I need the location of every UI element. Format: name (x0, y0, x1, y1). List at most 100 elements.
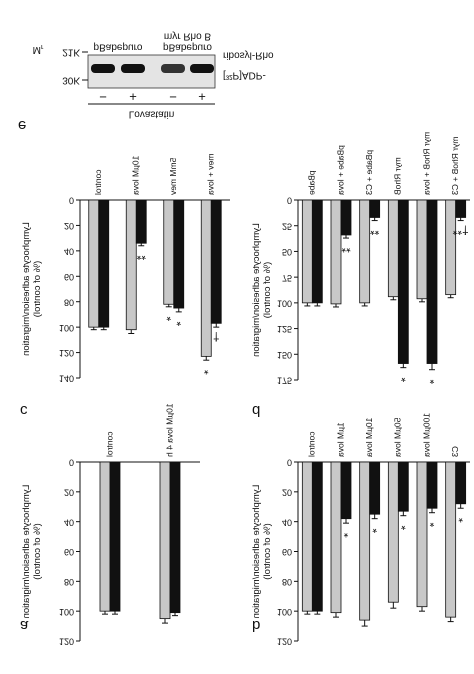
significance-mark: ** (370, 223, 380, 237)
panel-letter: c (20, 402, 28, 419)
x-tick-label: myr RhoB + lova (421, 132, 431, 195)
bar (169, 461, 181, 614)
y-tick-label: 140 (59, 374, 74, 384)
bar (416, 461, 428, 608)
lane-treatment: + (129, 90, 137, 105)
significance-mark: ** (341, 241, 351, 255)
x-tick-label: pBabe + lova (335, 145, 345, 195)
significance-mark: * (401, 519, 406, 533)
y-tick-label: 20 (64, 487, 74, 497)
mr-symbol: M (33, 44, 41, 55)
y-tick-label: 60 (282, 547, 292, 557)
panel-letter: d (252, 402, 260, 419)
panel-letter: b (252, 617, 260, 634)
y-tick-label: 120 (277, 637, 292, 647)
x-tick-label: 10µM lova (131, 156, 141, 196)
band (161, 64, 185, 73)
y-tick-label: 150 (277, 350, 292, 360)
bar (387, 461, 399, 603)
y-tick-label: 60 (64, 547, 74, 557)
lane-group-label: pBabepuro (163, 41, 212, 52)
panel-letter: e (18, 117, 26, 134)
y-axis-label: Lymphocyte adhesion/migration (21, 485, 32, 619)
x-tick-label: 10µM lova 4 h (164, 403, 174, 457)
bar (163, 199, 175, 305)
lane-group-label: myr Rho B (164, 30, 212, 41)
y-tick-label: 100 (277, 607, 292, 617)
x-tick-label: 50µM lova (393, 418, 403, 458)
bar (173, 199, 185, 309)
bar (311, 199, 323, 304)
y-tick-label: 80 (64, 297, 74, 307)
band (190, 64, 214, 73)
y-tick-label: 100 (277, 298, 292, 308)
y-tick-label: 0 (69, 458, 74, 468)
y-tick-label: 60 (64, 272, 74, 282)
significance-mark: * (458, 511, 463, 525)
y-tick-label: 20 (282, 487, 292, 497)
bar (311, 461, 323, 612)
y-tick-label: 175 (277, 376, 292, 386)
bar (369, 461, 381, 515)
y-tick-label: 120 (59, 637, 74, 647)
bar (340, 461, 352, 520)
y-axis-label: (% of control) (32, 261, 43, 318)
y-tick-label: 25 (282, 221, 292, 231)
x-tick-label: pBabe + C3 (364, 150, 374, 195)
bar (426, 199, 438, 364)
y-tick-label: 100 (59, 607, 74, 617)
bar (210, 199, 222, 324)
bar (200, 199, 212, 357)
bar (359, 461, 371, 621)
y-tick-label: 120 (59, 348, 74, 358)
significance-mark: * (166, 310, 171, 324)
band-label: [³²P]ADP- (223, 69, 266, 80)
x-tick-label: C3 (450, 446, 460, 457)
significance-mark: * (204, 363, 209, 377)
bar (369, 199, 381, 218)
y-tick-label: 40 (64, 246, 74, 256)
marker-label: 30K (62, 74, 80, 85)
y-tick-label: 80 (282, 577, 292, 587)
x-tick-label: 100µM lova (421, 413, 431, 457)
x-tick-label: control (307, 431, 317, 457)
bar (455, 461, 467, 505)
bar (455, 199, 467, 218)
bar (397, 461, 409, 512)
x-tick-label: myr RhoB + C3 (450, 137, 460, 196)
bar (397, 199, 409, 364)
significance-mark: * (430, 373, 435, 387)
y-axis-label: Lymphocyte adhesion/migration (21, 222, 32, 356)
x-tick-label: 1µM lova (335, 422, 345, 457)
marker-label: 21K (62, 46, 80, 57)
bar (445, 461, 457, 618)
panel-letter: a (20, 617, 29, 634)
x-tick-label: mev + lova (206, 154, 216, 196)
mr-label: Mr (33, 43, 44, 55)
lane-group-label: pBabepuro (94, 41, 143, 52)
x-tick-label: control (93, 169, 103, 195)
bar (416, 199, 428, 300)
x-tick-label: 5mM mev (168, 158, 178, 196)
significance-mark: * (176, 315, 181, 329)
x-tick-label: pBabe (307, 170, 317, 195)
y-axis-label: (% of control) (262, 523, 273, 580)
bar (135, 199, 147, 244)
bar (125, 199, 137, 331)
bar (330, 199, 342, 305)
x-tick-label: myr RhoB (393, 157, 403, 195)
band-label: ribosyl-Rho (223, 49, 274, 60)
x-tick-label: 10µM lova (364, 418, 374, 458)
bar (98, 199, 110, 328)
lane-treatment: + (198, 90, 206, 105)
y-tick-label: 50 (282, 247, 292, 257)
bar (159, 461, 171, 620)
bar (426, 461, 438, 509)
bar (445, 199, 457, 296)
y-tick-label: 40 (282, 517, 292, 527)
y-tick-label: 0 (287, 458, 292, 468)
y-tick-label: 20 (64, 221, 74, 231)
band (91, 64, 115, 73)
